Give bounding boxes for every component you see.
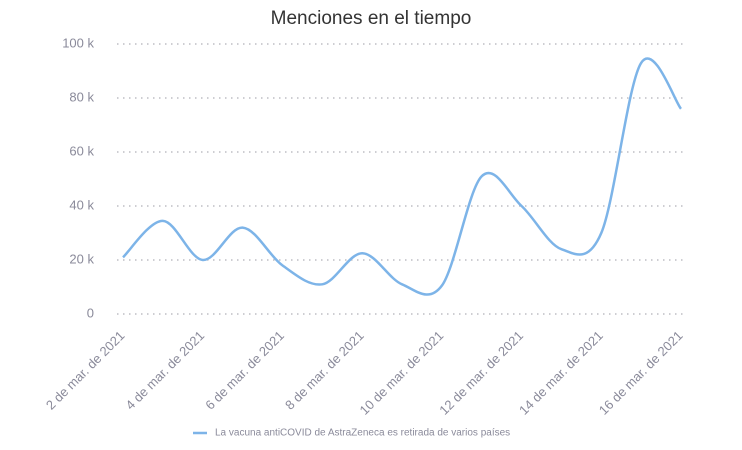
x-tick-label: 2 de mar. de 2021 <box>43 328 128 413</box>
y-tick-label: 20 k <box>69 251 94 266</box>
x-tick-label: 10 de mar. de 2021 <box>357 328 447 418</box>
x-tick-label: 8 de mar. de 2021 <box>282 328 367 413</box>
x-tick-label: 6 de mar. de 2021 <box>202 328 287 413</box>
chart-title: Menciones en el tiempo <box>271 8 472 29</box>
y-tick-label: 80 k <box>69 89 94 104</box>
x-tick-label: 16 de mar. de 2021 <box>596 328 686 418</box>
y-tick-label: 100 k <box>62 35 94 50</box>
y-tick-label: 0 <box>87 305 94 320</box>
y-tick-label: 40 k <box>69 197 94 212</box>
x-tick-label: 12 de mar. de 2021 <box>436 328 526 418</box>
x-tick-label: 14 de mar. de 2021 <box>516 328 606 418</box>
x-tick-label: 4 de mar. de 2021 <box>123 328 208 413</box>
series-line <box>122 57 683 296</box>
y-tick-label: 60 k <box>69 143 94 158</box>
legend-label: La vacuna antiCOVID de AstraZeneca es re… <box>215 428 510 439</box>
